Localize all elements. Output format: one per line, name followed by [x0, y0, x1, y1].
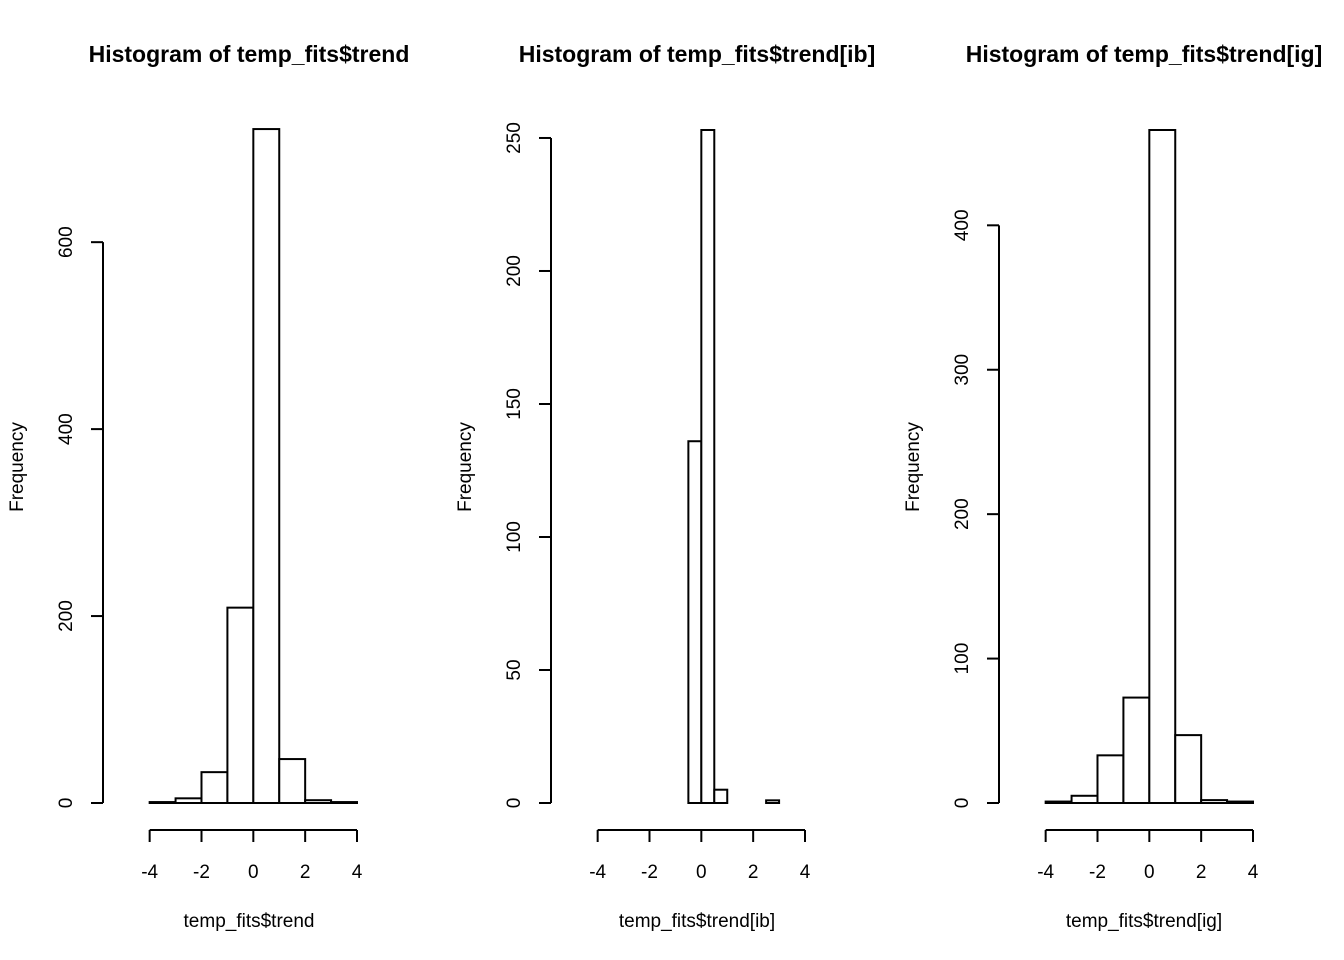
x-tick-label: 2	[748, 862, 759, 883]
histogram-bar	[304, 799, 333, 805]
y-tick-label: 0	[952, 798, 973, 809]
y-tick-label: 400	[952, 209, 973, 241]
histogram-bar	[1044, 800, 1073, 804]
x-tick-label: 0	[1144, 862, 1155, 883]
chart-title: Histogram of temp_fits$trend[ib]	[519, 41, 876, 67]
histogram-panel-3: Histogram of temp_fits$trend[ig]-4 -2 0 2 40…	[903, 41, 1322, 932]
y-tick-label: 0	[56, 798, 77, 809]
x-tick-label: 4	[1248, 862, 1259, 883]
x-tick-label: -4	[589, 862, 606, 883]
y-tick-label: 0	[504, 798, 525, 809]
x-tick-label: -4	[141, 862, 158, 883]
histogram-bar	[713, 788, 729, 804]
histogram-bar	[174, 797, 203, 805]
x-tick-label: 4	[352, 862, 363, 883]
histogram-bar	[226, 606, 255, 805]
histogram-bar	[1070, 794, 1099, 805]
histogram-bar	[1226, 800, 1255, 804]
x-tick-label: -2	[641, 862, 658, 883]
x-tick-label: 0	[696, 862, 707, 883]
y-tick-label: 250	[504, 122, 525, 154]
x-tick-label: 4	[800, 862, 811, 883]
histogram-bar	[330, 801, 359, 805]
y-tick-label: 200	[952, 498, 973, 530]
y-tick-label: 600	[56, 226, 77, 258]
y-tick-label: 100	[504, 521, 525, 553]
y-axis-title: Frequency	[7, 422, 28, 512]
histogram-bar	[700, 129, 716, 804]
x-tick-label: -2	[1089, 862, 1106, 883]
x-tick-label: 2	[1196, 862, 1207, 883]
histogram-bar	[1148, 129, 1177, 804]
y-axis-title: Frequency	[455, 422, 476, 512]
y-tick-label: 300	[952, 354, 973, 386]
histogram-bar	[687, 440, 703, 804]
x-axis-title: temp_fits$trend[ib]	[619, 911, 775, 932]
x-axis-title: temp_fits$trend[ig]	[1066, 911, 1222, 932]
histogram-bar	[1096, 754, 1125, 804]
histogram-bar	[765, 799, 781, 804]
y-tick-label: 400	[56, 413, 77, 445]
histogram-panel-2: Histogram of temp_fits$trend[ib] -4 -2 0 2 4 0…	[455, 41, 875, 932]
x-tick-label: 0	[248, 862, 259, 883]
x-tick-label: 2	[300, 862, 311, 883]
y-tick-label: 50	[504, 659, 525, 680]
histogram-bar	[1200, 799, 1229, 804]
histogram-bar	[200, 771, 229, 805]
x-axis-title: temp_fits$trend	[184, 911, 315, 932]
y-tick-label: 100	[952, 643, 973, 675]
y-tick-label: 200	[504, 255, 525, 287]
histogram-bar	[1174, 734, 1203, 804]
histogram-bar	[1122, 696, 1151, 804]
histogram-panel-1: Histogram of temp_fits$trend -4 -2 0 2 4 0 200 4…	[7, 41, 409, 932]
histogram-bar	[252, 128, 281, 804]
y-tick-label: 150	[504, 388, 525, 420]
histogram-bar	[148, 801, 177, 805]
chart-title: Histogram of temp_fits$trend	[89, 41, 410, 67]
histogram-bar	[278, 758, 307, 804]
chart-title: Histogram of temp_fits$trend[ig]	[966, 41, 1323, 67]
y-axis-title: Frequency	[903, 422, 924, 512]
y-tick-label: 200	[56, 600, 77, 632]
x-tick-label: -4	[1037, 862, 1054, 883]
x-tick-label: -2	[193, 862, 210, 883]
